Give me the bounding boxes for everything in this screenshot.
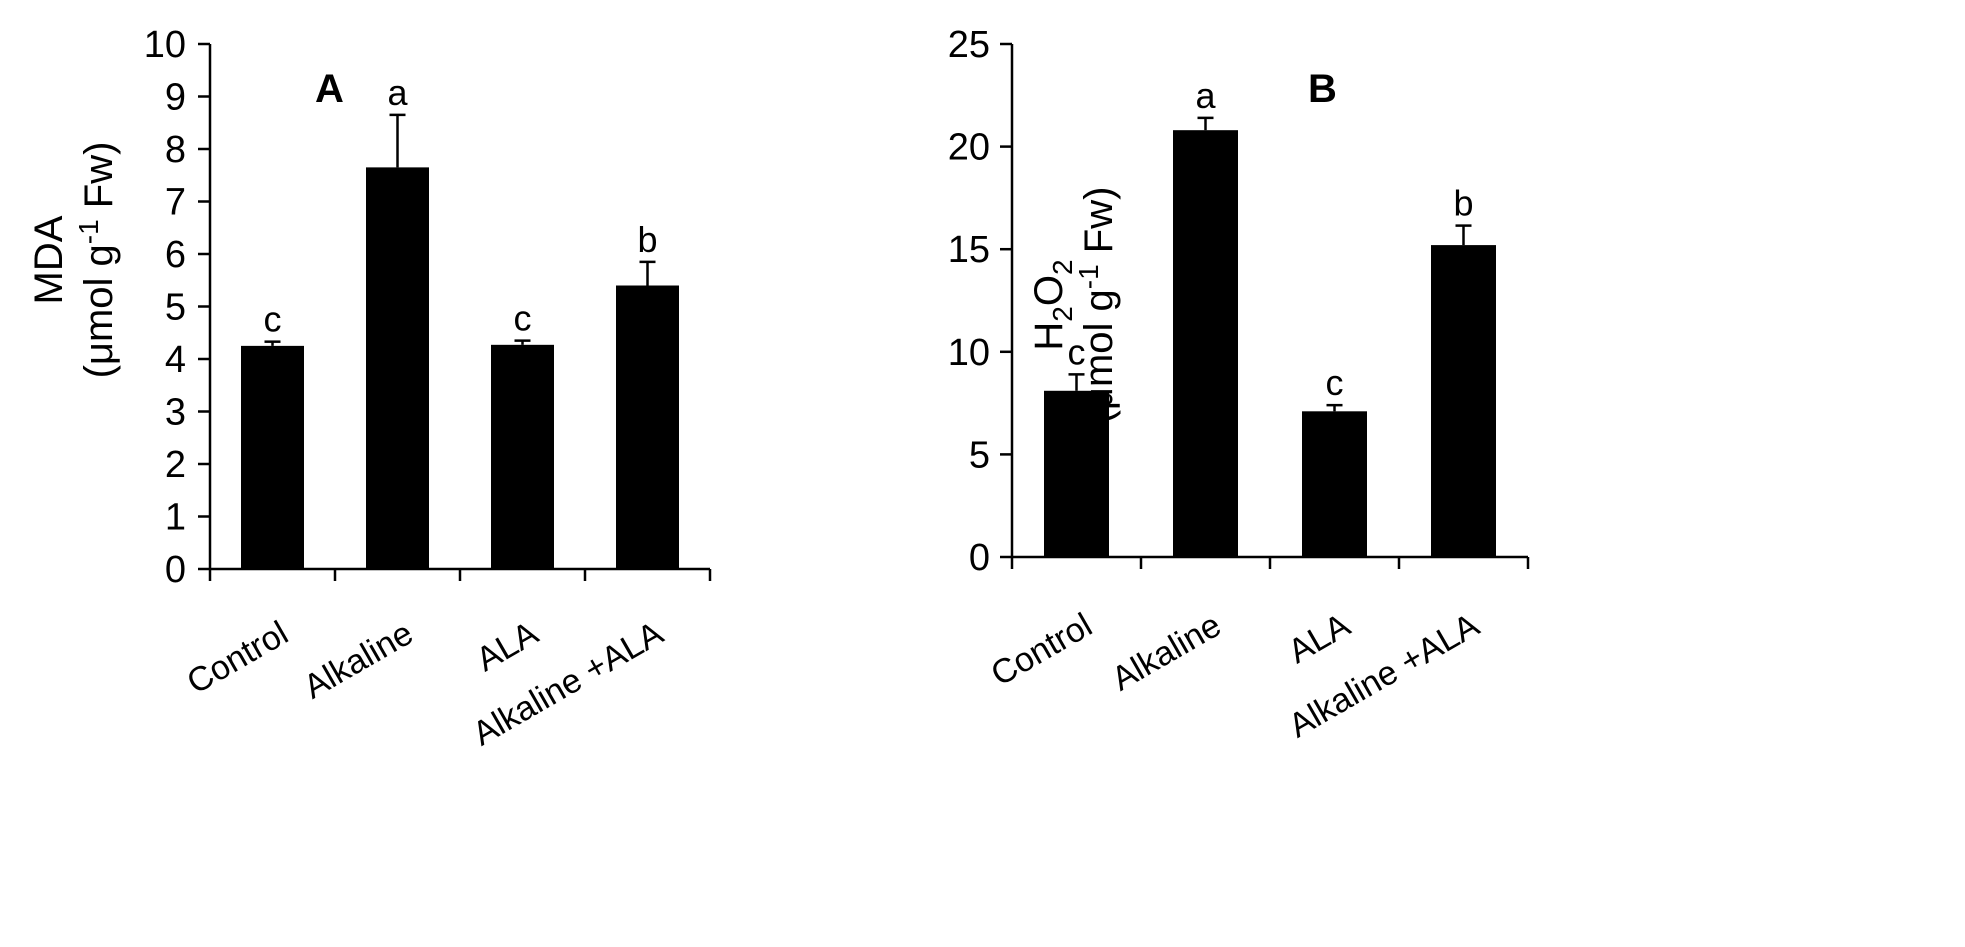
panel-a-y-tick-label: 4 bbox=[165, 339, 186, 381]
panel-b-significance-2: a bbox=[1195, 75, 1216, 116]
panel-b-category-label-2: Alkaline bbox=[1105, 606, 1227, 698]
panel-b-y-tick-label: 15 bbox=[948, 229, 990, 271]
panel-b-bar-1 bbox=[1044, 390, 1109, 557]
panel-a-category-label-1: Control bbox=[181, 614, 295, 702]
panel-b-y-tick-label: 10 bbox=[948, 332, 990, 374]
panel-a-y-tick-label: 3 bbox=[165, 392, 186, 434]
panel-a-y-tick-label: 7 bbox=[165, 182, 186, 224]
panel-a-ylabel-line1: MDA bbox=[27, 215, 71, 304]
panel-a-label: A bbox=[315, 67, 344, 111]
panel-b-label: B bbox=[1308, 67, 1337, 111]
panel-a-y-tick-label: 9 bbox=[165, 77, 186, 119]
panel-b-y-tick-label: 0 bbox=[969, 537, 990, 579]
panel-b-significance-3: c bbox=[1326, 362, 1344, 403]
panel-a-y-tick-label: 5 bbox=[165, 287, 186, 329]
panel-a-mda-chart: A MDA (μmol g-1 Fw) 0 1 2 3 4 5 6 7 8 9 10 c Control… bbox=[27, 24, 712, 753]
panel-a-y-tick-label: 6 bbox=[165, 234, 186, 276]
panel-a-bar-1 bbox=[241, 345, 304, 569]
panel-a-y-tick-label: 0 bbox=[165, 549, 186, 591]
panel-a-category-label-2: Alkaline bbox=[297, 614, 419, 706]
panel-a-bar-3 bbox=[491, 344, 554, 569]
panel-b-y-tick-label: 5 bbox=[969, 434, 990, 476]
panel-a-y-tick-label: 8 bbox=[165, 129, 186, 171]
panel-a-bar-4 bbox=[616, 285, 679, 569]
panel-b-category-label-3: ALA bbox=[1282, 606, 1357, 671]
panel-a-significance-2: a bbox=[387, 72, 408, 113]
panel-b-bar-3 bbox=[1302, 411, 1367, 557]
panel-b-ylabel-line1: H2O2 bbox=[1027, 259, 1078, 350]
panel-a-y-tick-label: 1 bbox=[165, 497, 186, 539]
panel-a-significance-1: c bbox=[264, 299, 282, 340]
panel-b-ylabel-line2: (μmol g-1 Fw) bbox=[1073, 187, 1121, 424]
panel-b-y-tick-label: 25 bbox=[948, 24, 990, 66]
panel-b-h2o2-chart: B H2O2 (μmol g-1 Fw) 0 5 10 15 20 25 c Control a… bbox=[948, 24, 1530, 745]
panel-a-ylabel-line2: (μmol g-1 Fw) bbox=[73, 142, 121, 379]
panel-b-bar-2 bbox=[1173, 130, 1238, 557]
panel-b-significance-1: c bbox=[1068, 331, 1086, 372]
panel-b-y-tick-label: 20 bbox=[948, 127, 990, 169]
panel-b-bar-4 bbox=[1431, 245, 1496, 557]
panel-a-y-tick-label: 10 bbox=[144, 24, 186, 66]
panel-a-significance-3: c bbox=[514, 298, 532, 339]
panel-a-bar-2 bbox=[366, 167, 429, 569]
panel-b-category-label-1: Control bbox=[985, 606, 1099, 694]
panel-a-significance-4: b bbox=[637, 219, 657, 260]
panel-b-significance-4: b bbox=[1453, 183, 1473, 224]
panel-a-y-tick-label: 2 bbox=[165, 444, 186, 486]
panel-a-category-label-3: ALA bbox=[470, 614, 545, 679]
